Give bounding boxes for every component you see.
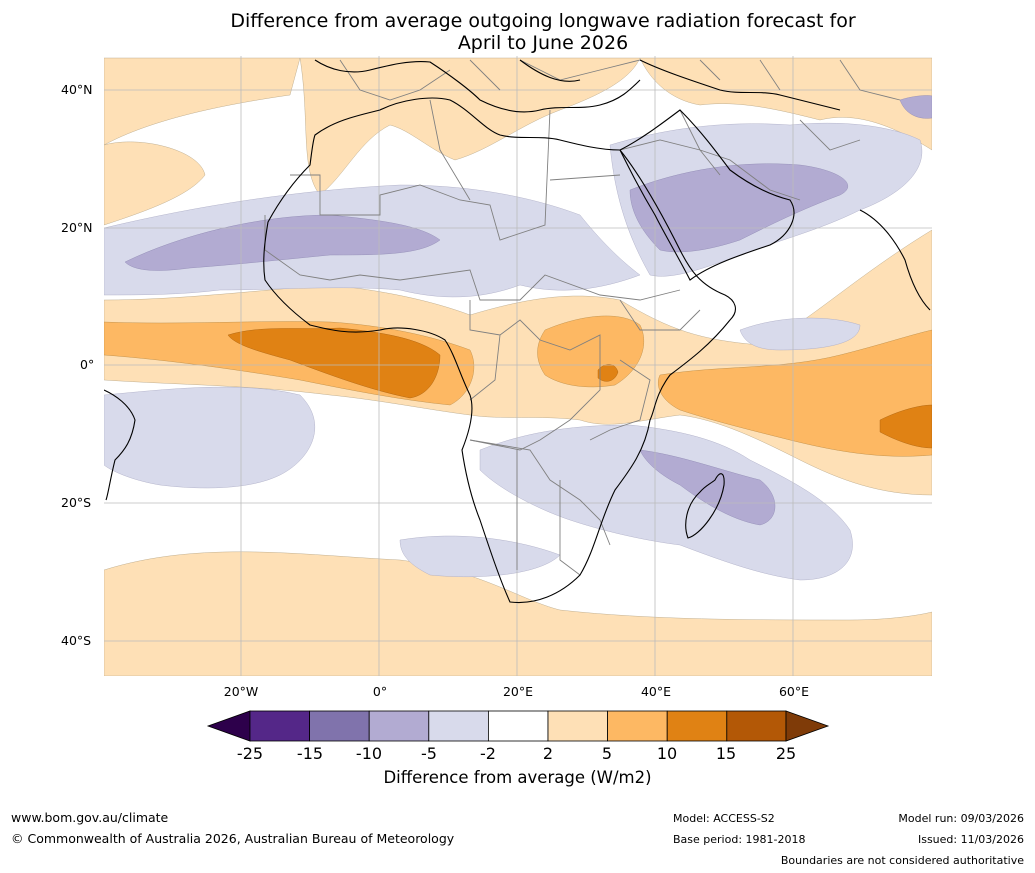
colorbar-bin-2-5 [547, 710, 608, 742]
colorbar-tick: 25 [775, 744, 797, 763]
north-atlantic-positive-anomaly-2 [104, 141, 206, 226]
colorbar-tick: 2 [542, 744, 554, 763]
colorbar-tick: 10 [656, 744, 678, 763]
colorbar [206, 710, 830, 742]
border-north-africa [290, 99, 621, 241]
east-africa-moderate-positive-anomaly [537, 315, 644, 388]
colorbar-bin-minus25-minus15 [249, 710, 310, 742]
anomaly-2-to-5-regions [104, 57, 932, 676]
footer-model: Model: ACCESS-S2 [673, 812, 775, 825]
mediterranean-positive-anomaly [299, 57, 641, 196]
arabia-coastline [619, 109, 795, 281]
colorbar-bin-minus15-minus10 [309, 710, 370, 742]
border-south [469, 439, 611, 576]
colorbar-tick: 5 [601, 744, 613, 763]
map-title: Difference from average outgoing longwav… [0, 10, 1035, 54]
footer-disclaimer: Boundaries are not considered authoritat… [780, 854, 1024, 867]
colorbar-bin-10-15 [666, 710, 728, 742]
lat-label-equator: 0° [80, 357, 95, 372]
central-asia-positive-anomaly [639, 57, 932, 151]
colorbar-label: Difference from average (W/m2) [383, 768, 652, 787]
border-europe [339, 59, 901, 101]
africa-coastline [263, 97, 736, 604]
tropical-atlantic-negative-anomaly [104, 386, 316, 489]
lat-label-40s: 40°S [61, 633, 92, 648]
colorbar-bin-5-10 [607, 710, 668, 742]
lon-label-0: 0° [372, 684, 388, 699]
coastlines [104, 59, 931, 604]
footer-url[interactable]: www.bom.gov.au/climate [11, 810, 169, 825]
colorbar-extend-high [785, 710, 830, 742]
north-atlantic-positive-anomaly [104, 57, 301, 146]
indian-ocean-negative-anomaly [739, 317, 861, 351]
border-east [589, 299, 701, 441]
lat-label-40n: 40°N [61, 82, 93, 97]
graticule [104, 56, 932, 676]
footer-base-period: Base period: 1981-2018 [673, 833, 806, 846]
madagascar-coastline [685, 473, 725, 539]
colorbar-tick: -25 [236, 744, 264, 763]
lon-label-40e: 40°E [640, 684, 672, 699]
colorbar-extend-low [206, 710, 251, 742]
anomaly-10-to-15-regions [227, 327, 932, 449]
lon-label-20e: 20°E [502, 684, 534, 699]
colorbar-bin-minus5-minus2 [428, 710, 489, 742]
atlantic-south-negative-anomaly [399, 535, 561, 577]
footer-model-run: Model run: 09/03/2026 [898, 812, 1024, 825]
country-borders [264, 59, 901, 576]
india-coastline [859, 209, 931, 311]
west-africa-stronger-negative-anomaly [124, 214, 441, 271]
central-asia-stronger-negative-anomaly [899, 95, 932, 119]
border-central [469, 300, 601, 451]
border-sahel [264, 215, 681, 301]
colorbar-bin-minus10-minus5 [368, 710, 430, 742]
colorbar-bin-15-25 [726, 710, 787, 742]
gulf-of-guinea-strong-positive-anomaly [227, 327, 441, 399]
colorbar-tick: -10 [355, 744, 383, 763]
footer-issued: Issued: 11/03/2026 [917, 833, 1024, 846]
lat-label-20s: 20°S [61, 495, 92, 510]
mozambique-stronger-negative-anomaly [639, 449, 776, 526]
indian-ocean-strong-positive-anomaly [879, 404, 932, 449]
title-line-1: Difference from average outgoing longwav… [230, 10, 856, 32]
southern-africa-negative-anomaly [479, 424, 853, 581]
footer-copyright: © Commonwealth of Australia 2026, Austra… [11, 831, 455, 846]
southern-ocean-positive-anomaly [104, 551, 932, 676]
europe-coastline [314, 59, 841, 113]
colorbar-tick: 15 [715, 744, 737, 763]
lon-label-20w: 20°W [223, 684, 259, 699]
colorbar-tick: -5 [421, 744, 437, 763]
colorbar-bin-minus2-2 [487, 710, 549, 742]
equatorial-band-positive-anomaly [104, 229, 932, 496]
title-line-2: April to June 2026 [457, 32, 629, 54]
lon-label-60e: 60°E [778, 684, 810, 699]
map-panel [104, 56, 932, 676]
border-middle-east [619, 109, 861, 201]
south-america-coastline [104, 389, 136, 501]
lat-label-20n: 20°N [61, 220, 93, 235]
indian-ocean-moderate-positive-anomaly [658, 329, 932, 457]
colorbar-tick: -15 [296, 744, 324, 763]
colorbar-tick: -2 [480, 744, 496, 763]
